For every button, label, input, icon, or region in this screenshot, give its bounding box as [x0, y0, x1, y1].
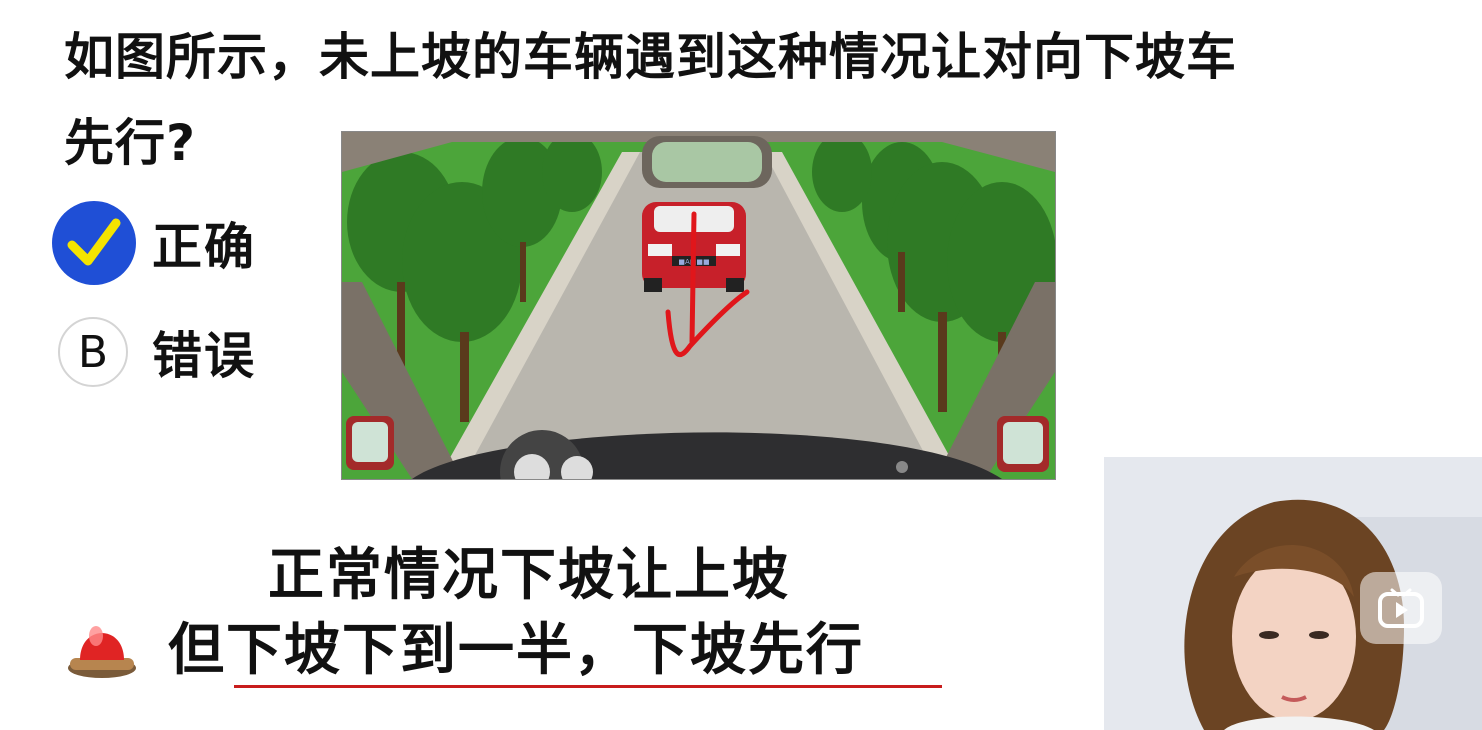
- road-scene-illustration: ■A■■■: [341, 131, 1056, 480]
- question-line-1: 如图所示，未上坡的车辆遇到这种情况让对向下坡车: [64, 28, 1237, 86]
- option-letter-marker: B: [58, 317, 128, 387]
- note-line-2: 但下坡下到一半，下坡先行: [168, 611, 864, 691]
- option-label: 正确: [152, 218, 256, 276]
- note-line-2-prefix: 但: [168, 618, 226, 683]
- note-line-1: 正常情况下坡让上坡: [268, 543, 790, 608]
- question-line-2: 先行?: [64, 114, 197, 172]
- option-wrong[interactable]: B 错误: [58, 316, 256, 388]
- note-line-2-underlined: 下坡下到一半，下坡先行: [226, 618, 864, 683]
- checkmark-selected-icon: [52, 201, 136, 285]
- option-label: 错误: [152, 327, 256, 385]
- option-correct[interactable]: 正确: [52, 201, 256, 285]
- video-play-icon[interactable]: [1360, 572, 1442, 644]
- red-siren-icon: [62, 606, 142, 690]
- annotation-underline: [234, 685, 942, 688]
- question-text: 如图所示，未上坡的车辆遇到这种情况让对向下坡车 先行?: [64, 14, 1424, 186]
